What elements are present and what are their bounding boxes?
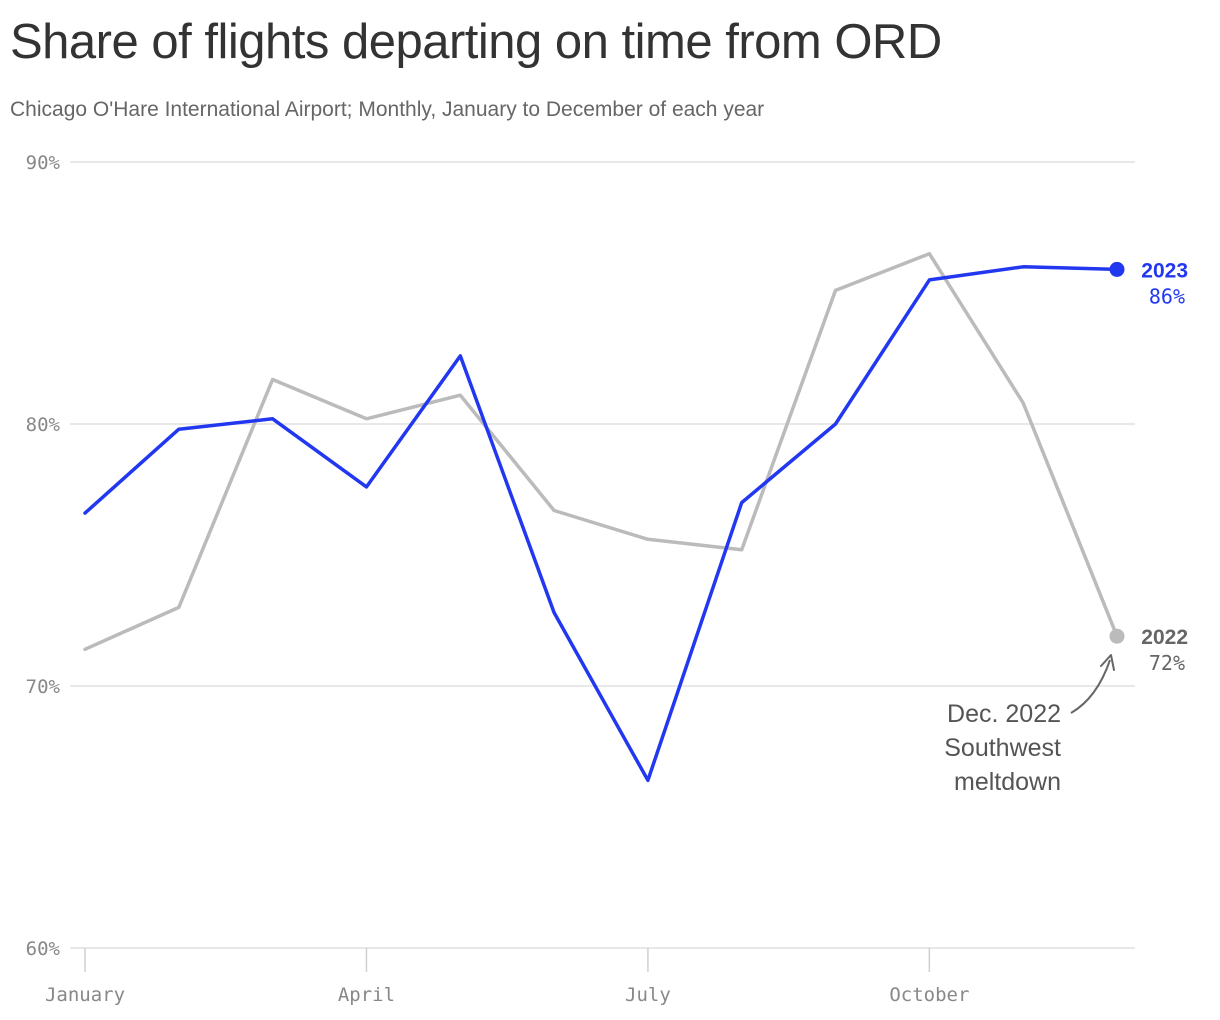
end-point-2023 [1109, 261, 1125, 277]
end-label-value-2023: 86% [1149, 284, 1185, 308]
x-tick-label: January [45, 984, 125, 1006]
series-lines [83, 251, 1125, 783]
end-point-2022 [1109, 628, 1125, 644]
annotation-text-line: Dec. 2022 [947, 700, 1061, 728]
chart-subtitle: Chicago O'Hare International Airport; Mo… [10, 98, 765, 121]
x-tick-label: July [625, 984, 671, 1006]
y-tick-label: 80% [26, 414, 61, 436]
annotation-arrow [1070, 659, 1111, 714]
series-line-2023 [83, 265, 1119, 783]
annotation-text-line: meltdown [954, 768, 1061, 796]
y-tick-label: 90% [26, 152, 61, 174]
end-label-value-2022: 72% [1149, 651, 1185, 675]
end-label-year-2023: 2023 [1141, 259, 1188, 282]
x-tick-label: April [338, 984, 395, 1006]
y-tick-label: 60% [26, 938, 61, 960]
annotation-arrowhead [1100, 654, 1115, 671]
annotation: Dec. 2022 Southwest meltdown [944, 654, 1115, 796]
y-tick-label: 70% [26, 676, 61, 698]
chart-title: Share of flights departing on time from … [10, 15, 942, 69]
annotation-text-line: Southwest [944, 734, 1061, 762]
gridlines: 60% 70% 80% 90% [26, 152, 1135, 960]
end-label-year-2022: 2022 [1141, 626, 1188, 649]
x-axis: January April July October [45, 948, 969, 1006]
series-line-2022 [83, 251, 1119, 652]
x-tick-label: October [889, 984, 969, 1006]
